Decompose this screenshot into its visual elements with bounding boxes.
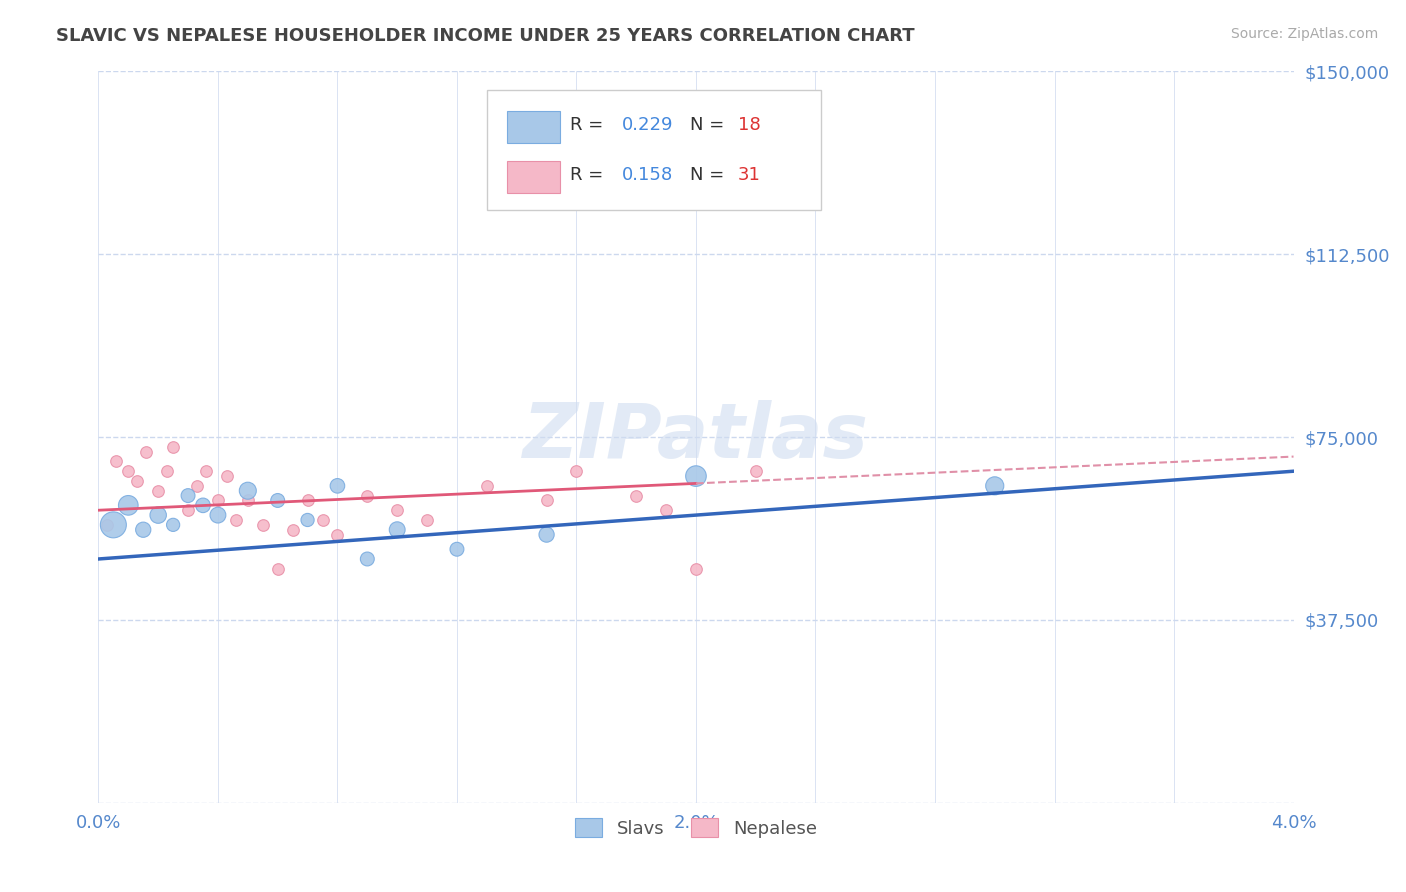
Text: N =: N =	[690, 166, 730, 184]
Text: 18: 18	[738, 116, 761, 134]
Point	[565, 464, 588, 478]
FancyBboxPatch shape	[486, 90, 821, 211]
Point	[984, 479, 1007, 493]
Text: R =: R =	[571, 116, 609, 134]
Point	[311, 513, 333, 527]
Point	[207, 508, 229, 522]
Point	[117, 464, 139, 478]
Point	[195, 464, 218, 478]
Point	[267, 493, 290, 508]
Point	[685, 562, 707, 576]
FancyBboxPatch shape	[508, 161, 560, 194]
Point	[207, 493, 229, 508]
Point	[326, 479, 349, 493]
Point	[135, 444, 157, 458]
Point	[186, 479, 208, 493]
Point	[162, 517, 184, 532]
Text: 31: 31	[738, 166, 761, 184]
Point	[297, 493, 319, 508]
Text: R =: R =	[571, 166, 609, 184]
Point	[385, 523, 409, 537]
Point	[127, 474, 149, 488]
Point	[103, 517, 125, 532]
Point	[297, 513, 319, 527]
FancyBboxPatch shape	[508, 112, 560, 144]
Point	[626, 489, 648, 503]
Point	[148, 483, 170, 498]
Point	[191, 499, 214, 513]
Point	[475, 479, 498, 493]
Point	[215, 469, 238, 483]
Point	[105, 454, 128, 468]
Point	[132, 523, 155, 537]
Point	[655, 503, 678, 517]
Point	[267, 562, 290, 576]
Text: Source: ZipAtlas.com: Source: ZipAtlas.com	[1230, 27, 1378, 41]
Point	[416, 513, 439, 527]
Text: N =: N =	[690, 116, 730, 134]
Text: 0.229: 0.229	[621, 116, 673, 134]
Text: 0.158: 0.158	[621, 166, 673, 184]
Point	[225, 513, 247, 527]
Text: SLAVIC VS NEPALESE HOUSEHOLDER INCOME UNDER 25 YEARS CORRELATION CHART: SLAVIC VS NEPALESE HOUSEHOLDER INCOME UN…	[56, 27, 915, 45]
Point	[96, 517, 118, 532]
Point	[745, 464, 768, 478]
Point	[536, 493, 558, 508]
Legend: Slavs, Nepalese: Slavs, Nepalese	[568, 811, 824, 845]
Point	[156, 464, 179, 478]
Point	[536, 527, 558, 541]
Point	[446, 542, 468, 557]
Point	[148, 508, 170, 522]
Point	[236, 493, 259, 508]
Point	[281, 523, 304, 537]
Point	[177, 503, 200, 517]
Point	[685, 469, 707, 483]
Point	[236, 483, 259, 498]
Point	[356, 552, 378, 566]
Point	[177, 489, 200, 503]
Point	[117, 499, 139, 513]
Point	[252, 517, 274, 532]
Point	[385, 503, 409, 517]
Point	[356, 489, 378, 503]
Point	[162, 440, 184, 454]
Text: ZIPatlas: ZIPatlas	[523, 401, 869, 474]
Point	[326, 527, 349, 541]
